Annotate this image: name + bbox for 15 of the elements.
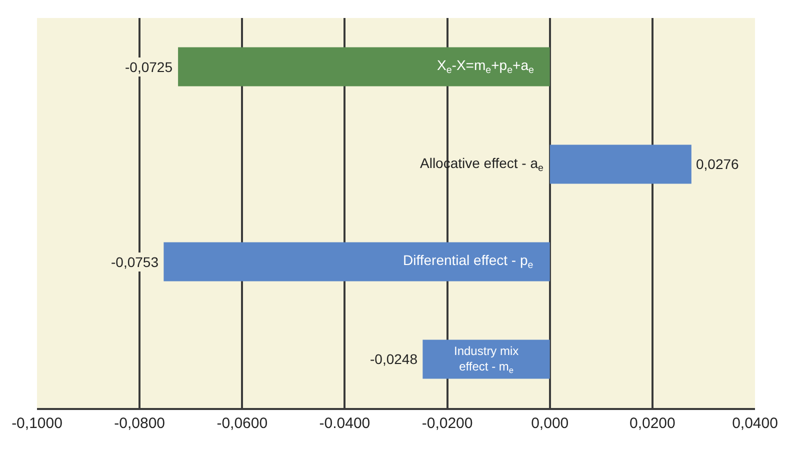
x-tick-label: -0.0400 [319, 415, 370, 432]
x-tick-label: 0,000 [531, 415, 569, 432]
x-tick-label: -0,0600 [216, 415, 268, 432]
y-tick-label: Differential effect - p$_{e}$ [403, 252, 534, 271]
x-tick-label: -0,0800 [114, 415, 166, 432]
data-label: -0,0248 [370, 351, 418, 367]
x-tick-label: -0,1000 [12, 415, 62, 432]
data-label: 0,0276 [696, 156, 740, 172]
y-tick-label: Industry mix effect - m$_{e}$ [454, 344, 519, 376]
x-tick-label: 0,0200 [629, 415, 676, 432]
x-tick-label: -0,0200 [422, 415, 473, 432]
y-tick-label: X$_{e}$-X=m$_{e}$+p$_{e}$+a$_{e}$ [437, 57, 534, 76]
data-label: -0,0753 [111, 254, 159, 270]
x-tick-label: 0,0400 [732, 415, 778, 432]
data-label: -0,0725 [125, 59, 173, 75]
